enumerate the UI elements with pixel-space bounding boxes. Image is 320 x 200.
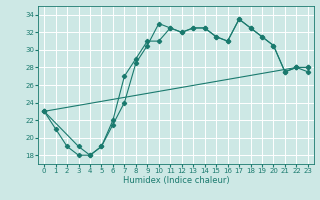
X-axis label: Humidex (Indice chaleur): Humidex (Indice chaleur) [123,176,229,185]
